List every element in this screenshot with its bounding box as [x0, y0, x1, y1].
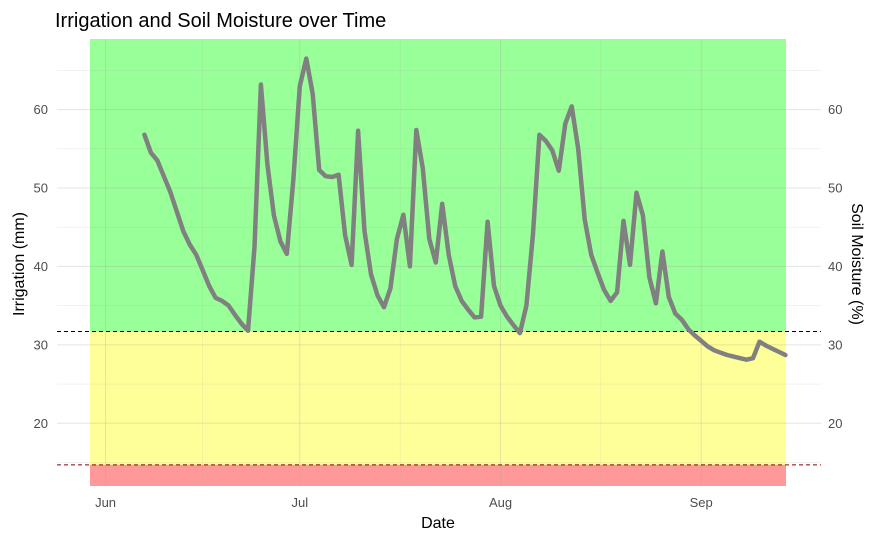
y-tick-label-left: 60: [34, 102, 48, 117]
y-tick-label-right: 20: [828, 416, 842, 431]
y-tick-label-right: 40: [828, 259, 842, 274]
x-tick-label: Sep: [690, 495, 713, 510]
zone-critical: [90, 464, 786, 486]
y-tick-label-right: 50: [828, 181, 842, 196]
zone-caution: [90, 331, 786, 465]
x-tick-label: Jul: [291, 495, 308, 510]
y-axis-title-right: Soil Moisture (%): [848, 203, 865, 325]
series-line-soil-moisture: [142, 56, 788, 362]
y-tick-label-left: 50: [34, 181, 48, 196]
chart-title: Irrigation and Soil Moisture over Time: [55, 10, 386, 32]
zone-adequate: [90, 39, 786, 332]
x-tick-label: Jun: [95, 495, 116, 510]
y-tick-label-left: 30: [34, 337, 48, 352]
y-axis-title-left: Irrigation (mm): [11, 212, 28, 316]
y-tick-label-left: 20: [34, 416, 48, 431]
y-tick-label-right: 30: [828, 337, 842, 352]
y-tick-label-left: 40: [34, 259, 48, 274]
x-tick-label: Aug: [489, 495, 512, 510]
x-axis-title: Date: [421, 515, 455, 532]
y-tick-label-right: 60: [828, 102, 842, 117]
